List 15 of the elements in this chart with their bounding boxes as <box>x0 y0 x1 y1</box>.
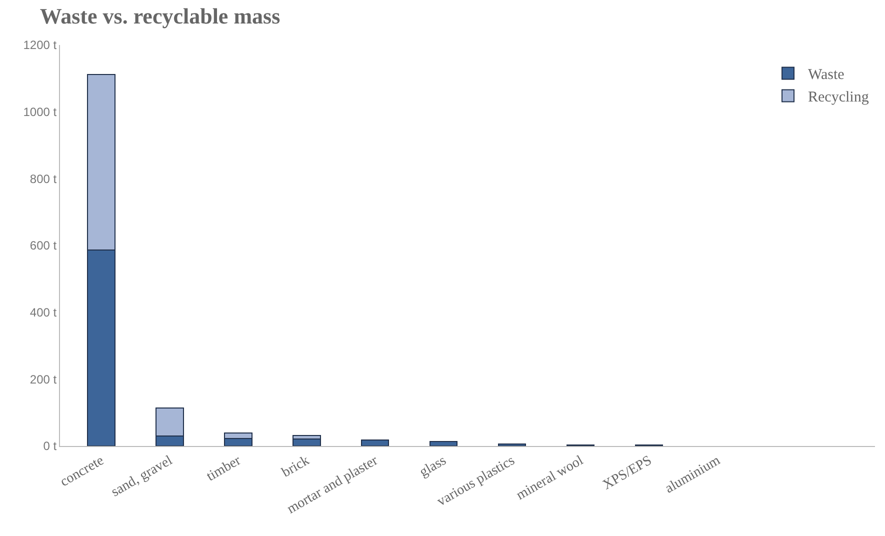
legend-label: Recycling <box>808 90 870 106</box>
bar <box>360 439 390 446</box>
legend-label: Waste <box>808 67 845 84</box>
y-tick-label: 800 t <box>30 172 58 186</box>
y-tick-label: 600 t <box>30 238 58 253</box>
x-tick-label: glass <box>417 453 450 480</box>
y-tick-label: 1000 t <box>23 105 58 120</box>
y-tick-label: 0 t <box>43 439 58 454</box>
y-tick-label: 400 t <box>30 306 58 320</box>
bar <box>429 441 458 446</box>
x-tick-label: brick <box>280 453 312 481</box>
chart-title: Waste vs. recyclable mass <box>40 3 281 28</box>
y-tick-label: 1200 t <box>23 38 58 52</box>
y-tick-label: 200 t <box>30 372 58 386</box>
x-tick-label: timber <box>204 453 244 485</box>
